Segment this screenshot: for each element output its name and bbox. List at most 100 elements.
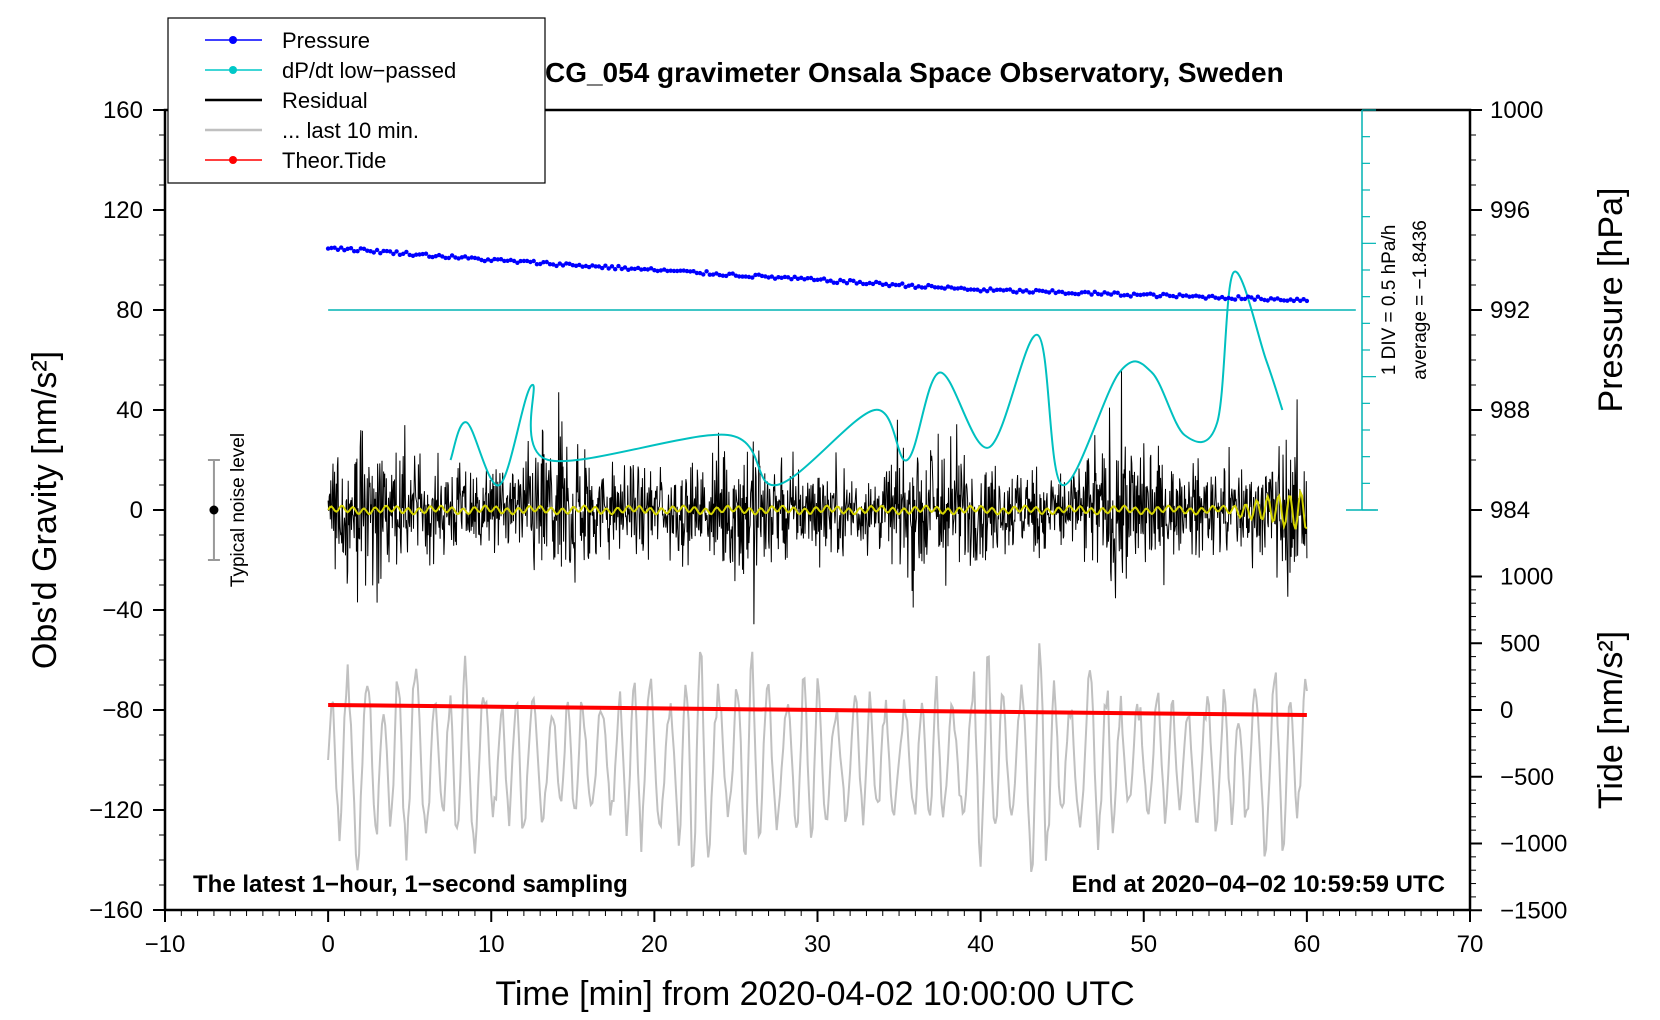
pressure-point (1122, 293, 1127, 298)
y2-axis-title: Pressure [hPa] (1592, 188, 1630, 413)
pressure-point (397, 252, 403, 257)
pressure-point (1200, 294, 1205, 299)
pressure-point (808, 275, 814, 281)
pressure-point (547, 262, 553, 267)
x-tick-label: 30 (804, 931, 831, 958)
pressure-point (1281, 298, 1287, 303)
pressure-point (900, 281, 905, 286)
pressure-point (645, 267, 650, 272)
pressure-point (1167, 293, 1173, 299)
pressure-point (345, 246, 350, 251)
pressure-point (603, 263, 608, 268)
pressure-point (642, 266, 647, 272)
pressure-point (1177, 292, 1182, 297)
pressure-point (870, 281, 876, 287)
pressure-point (844, 281, 850, 286)
tide-tick-label: −500 (1500, 764, 1554, 791)
pressure-point (861, 281, 866, 287)
x-tick-label: −10 (145, 931, 186, 958)
pressure-point (596, 264, 602, 269)
pressure-point (1275, 296, 1280, 301)
pressure-point (1190, 294, 1195, 299)
pressure-point (567, 261, 572, 266)
pressure-point (1092, 289, 1098, 294)
pressure-point (378, 251, 383, 256)
pressure-point (936, 285, 941, 290)
pressure-point (1115, 290, 1120, 295)
pressure-point (1112, 290, 1117, 295)
pressure-point (570, 263, 575, 268)
pressure-point (867, 280, 872, 286)
residual-series (327, 369, 1308, 625)
pressure-point (1294, 296, 1300, 301)
pressure-point (384, 248, 389, 254)
pressure-point (1301, 297, 1306, 302)
pressure-point (701, 272, 706, 277)
pressure-point (590, 263, 595, 268)
pressure-point (648, 266, 654, 271)
pressure-point (847, 278, 853, 283)
pressure-point (746, 274, 752, 280)
pressure-point (498, 257, 504, 262)
pressure-point (681, 268, 686, 273)
pressure-point (955, 286, 960, 291)
y-axis-pressure: 1000 996 992 988 984 (1470, 97, 1543, 524)
x-tick-label: 60 (1294, 931, 1321, 958)
pressure-point (1242, 296, 1248, 302)
pressure-point (1076, 292, 1081, 297)
dpdt-average-label: average = −1.8436 (1410, 220, 1431, 380)
pressure-point (825, 279, 830, 284)
pressure-point (815, 277, 820, 282)
pressure-point (1135, 292, 1140, 297)
pressure-point (391, 251, 396, 257)
pressure-point (998, 287, 1003, 292)
pressure-point (857, 279, 863, 285)
pressure-point (717, 272, 722, 278)
pressure-point (805, 276, 810, 281)
pressure-point (417, 252, 422, 257)
pressure-point (1007, 287, 1013, 292)
pressure-point (446, 255, 451, 261)
pressure-point (929, 283, 934, 289)
pressure-point (449, 253, 455, 258)
pressure-point (831, 280, 836, 285)
pressure-point (469, 255, 474, 260)
pressure-point (812, 277, 817, 283)
pressure-point (332, 245, 337, 250)
pressure-point (1037, 288, 1042, 293)
pressure-point (785, 275, 791, 280)
pressure-point (476, 256, 481, 261)
pressure-point (926, 282, 931, 288)
y-axis-title: Obs'd Gravity [nm/s²] (26, 351, 64, 669)
pressure-point (1060, 289, 1065, 295)
pressure-point (799, 275, 804, 280)
pressure-point (1210, 293, 1215, 299)
pressure-point (1216, 296, 1222, 301)
yellow-trace-series (327, 488, 1308, 530)
y-tick-label: 0 (130, 497, 143, 524)
typical-noise-bar (207, 459, 220, 561)
tide-line (328, 703, 1307, 717)
pressure-point (430, 254, 435, 260)
pressure-point (1304, 298, 1310, 304)
pressure-point (1004, 287, 1009, 292)
pressure-point (874, 279, 879, 285)
pressure-point (358, 246, 363, 251)
pressure-point (355, 249, 360, 254)
pressure-point (472, 255, 478, 261)
pressure-point (1213, 295, 1218, 300)
legend-label: ... last 10 min. (282, 118, 419, 143)
pressure-point (524, 258, 530, 264)
pressure-point (890, 282, 895, 287)
pressure-point (593, 264, 598, 269)
pressure-point (750, 275, 755, 280)
pressure-point (560, 263, 566, 268)
pressure-point (1027, 290, 1032, 295)
pressure-point (1161, 291, 1166, 297)
pressure-point (730, 271, 735, 276)
pressure-point (1291, 298, 1297, 304)
legend-label: dP/dt low−passed (282, 58, 456, 83)
legend-marker (229, 156, 237, 164)
y-tick-label: −160 (89, 897, 143, 924)
pressure-point (492, 256, 497, 262)
